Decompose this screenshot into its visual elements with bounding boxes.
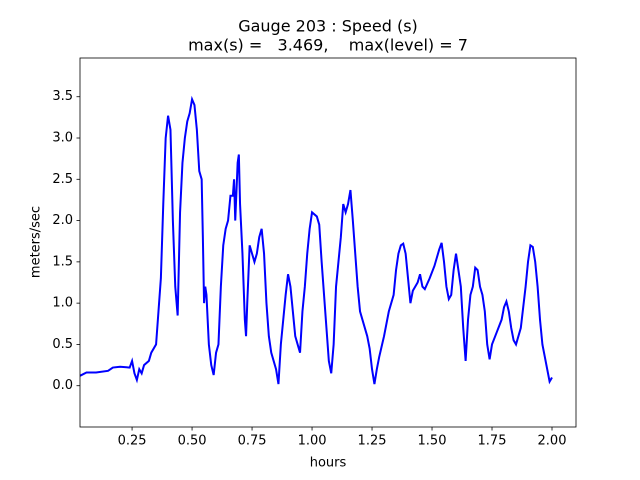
x-axis-label: hours — [310, 456, 347, 471]
x-tick-label: 0.50 — [178, 434, 207, 449]
data-line — [80, 95, 553, 385]
y-tick-label: 0.0 — [52, 378, 73, 393]
x-tick-label: 1.00 — [298, 434, 327, 449]
y-tick-label: 2.0 — [52, 213, 73, 228]
y-tick-label: 0.5 — [52, 337, 73, 352]
x-tick-label: 1.75 — [478, 434, 507, 449]
x-tick-label: 0.25 — [118, 434, 147, 449]
plot-frame — [79, 57, 577, 428]
chart-subtitle: max(s) = 3.469, max(level) = 7 — [188, 36, 468, 55]
y-tick-label: 2.5 — [52, 172, 73, 187]
y-tick-label: 1.5 — [52, 254, 73, 269]
y-tick-label: 3.5 — [52, 89, 73, 104]
chart-title: Gauge 203 : Speed (s) — [238, 17, 418, 36]
y-axis-label: meters/sec — [29, 206, 44, 278]
y-tick-label: 3.0 — [52, 131, 73, 146]
x-tick-label: 1.50 — [418, 434, 447, 449]
y-tick-label: 1.0 — [52, 296, 73, 311]
x-tick-label: 1.25 — [358, 434, 387, 449]
x-tick-label: 2.00 — [538, 434, 567, 449]
x-tick-label: 0.75 — [238, 434, 267, 449]
